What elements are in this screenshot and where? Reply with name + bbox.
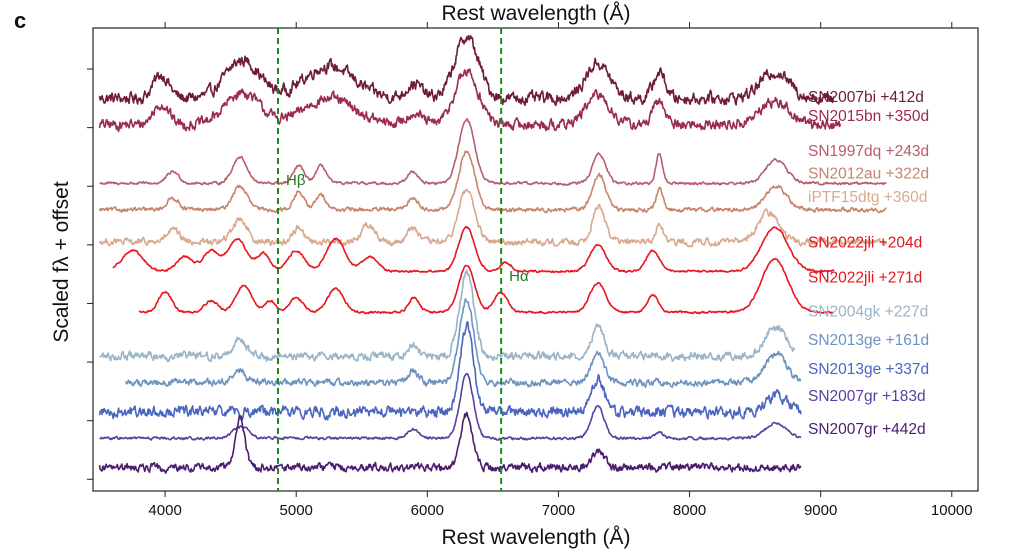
spectrum-line xyxy=(98,34,835,107)
series-label: SN1997dq +243d xyxy=(808,143,929,160)
line-label: Hα xyxy=(509,268,529,285)
top-axis-title: Rest wavelength (Å) xyxy=(441,2,630,25)
spectrum-line xyxy=(125,298,802,388)
spectrum-line xyxy=(98,411,802,474)
series-label: SN2022jli +204d xyxy=(808,235,922,252)
spectrum-line xyxy=(99,372,802,441)
spectrum-line xyxy=(112,225,835,274)
series-label: SN2013ge +161d xyxy=(808,332,929,349)
spectrum-line xyxy=(98,188,887,248)
spectrum-line xyxy=(98,150,887,214)
series-label: SN2007bi +412d xyxy=(808,89,924,106)
y-axis-title: Scaled fλ + offset xyxy=(50,181,73,342)
spectrum-line xyxy=(138,258,835,315)
spectrum-line xyxy=(98,320,802,421)
series-label: SN2022jli +271d xyxy=(808,270,922,287)
plot-frame xyxy=(92,27,979,492)
x-tick-label: 7000 xyxy=(542,502,575,519)
x-tick-label: 8000 xyxy=(673,502,706,519)
x-tick-label: 5000 xyxy=(280,502,313,519)
line-label: Hβ xyxy=(286,172,306,189)
x-tick-label: 10000 xyxy=(931,502,973,519)
spectrum-line xyxy=(98,68,842,133)
series-label: SN2007gr +183d xyxy=(808,388,926,405)
plot-area: 4000 5000 6000 7000 8000 9000 10000 Hβ Hα SN2007b… xyxy=(87,22,979,519)
series-label: SN2007gr +442d xyxy=(808,421,926,438)
series-label: SN2004gk +227d xyxy=(808,304,928,321)
series-label: SN2013ge +337d xyxy=(808,361,929,378)
x-tick-label: 9000 xyxy=(804,502,837,519)
spectrum-line xyxy=(99,118,887,186)
x-axis-title: Rest wavelength (Å) xyxy=(441,526,630,549)
x-tick-label: 4000 xyxy=(148,502,181,519)
series-label: SN2012au +322d xyxy=(808,165,929,182)
series-label: SN2015bn +350d xyxy=(808,108,929,125)
spectrum-line xyxy=(99,269,796,363)
series-label: iPTF15dtg +360d xyxy=(808,189,927,206)
panel-label: c xyxy=(14,8,26,33)
x-tick-label: 6000 xyxy=(411,502,444,519)
